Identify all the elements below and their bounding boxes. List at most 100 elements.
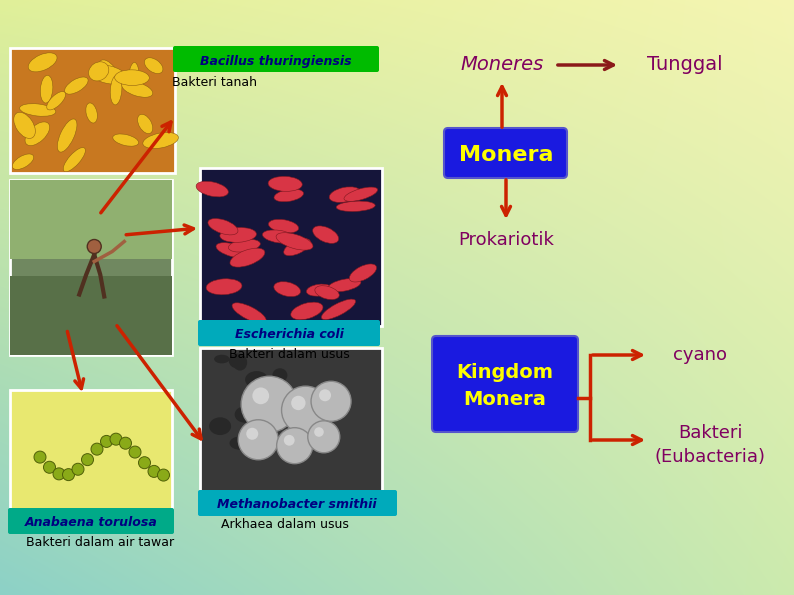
Ellipse shape <box>121 81 152 98</box>
Ellipse shape <box>216 243 250 258</box>
Ellipse shape <box>12 154 33 170</box>
Ellipse shape <box>90 65 126 84</box>
Circle shape <box>34 451 46 463</box>
Ellipse shape <box>229 353 247 368</box>
Ellipse shape <box>220 227 256 242</box>
Ellipse shape <box>20 104 56 116</box>
Circle shape <box>110 433 122 445</box>
Circle shape <box>82 453 94 466</box>
FancyBboxPatch shape <box>173 46 379 72</box>
Bar <box>200 168 382 326</box>
Ellipse shape <box>64 148 86 172</box>
Ellipse shape <box>137 114 152 134</box>
Text: Bakteri dalam usus: Bakteri dalam usus <box>229 349 349 362</box>
Circle shape <box>91 443 103 455</box>
Ellipse shape <box>99 60 118 83</box>
FancyBboxPatch shape <box>198 490 397 516</box>
Circle shape <box>246 428 258 440</box>
Ellipse shape <box>230 248 265 267</box>
Ellipse shape <box>330 187 360 202</box>
Circle shape <box>241 376 297 432</box>
Ellipse shape <box>322 299 356 320</box>
Ellipse shape <box>344 187 378 201</box>
Ellipse shape <box>315 286 339 299</box>
Circle shape <box>252 387 269 404</box>
Ellipse shape <box>113 134 139 146</box>
Ellipse shape <box>86 103 98 123</box>
Bar <box>10 276 172 355</box>
FancyBboxPatch shape <box>444 128 567 178</box>
Ellipse shape <box>349 264 376 282</box>
Text: Bakteri tanah: Bakteri tanah <box>172 76 257 89</box>
Ellipse shape <box>64 77 88 94</box>
Circle shape <box>53 468 65 480</box>
Ellipse shape <box>206 278 242 295</box>
FancyBboxPatch shape <box>8 508 174 534</box>
Text: Bakteri dalam air tawar: Bakteri dalam air tawar <box>26 537 174 550</box>
Ellipse shape <box>89 62 109 81</box>
Circle shape <box>157 469 169 481</box>
Text: Anabaena torulosa: Anabaena torulosa <box>25 516 157 530</box>
Circle shape <box>314 427 324 437</box>
Bar <box>10 390 172 512</box>
Circle shape <box>276 428 313 464</box>
Ellipse shape <box>143 133 179 149</box>
Ellipse shape <box>145 58 163 74</box>
Circle shape <box>87 240 102 253</box>
Text: Prokariotik: Prokariotik <box>458 231 554 249</box>
FancyBboxPatch shape <box>198 320 380 346</box>
Ellipse shape <box>336 201 376 211</box>
Ellipse shape <box>47 92 66 110</box>
Ellipse shape <box>233 355 247 371</box>
Circle shape <box>129 446 141 458</box>
Circle shape <box>148 465 160 477</box>
Ellipse shape <box>110 75 121 105</box>
Text: Tunggal: Tunggal <box>647 55 723 74</box>
Ellipse shape <box>57 119 77 152</box>
Ellipse shape <box>328 278 361 292</box>
Ellipse shape <box>196 181 229 197</box>
Ellipse shape <box>272 368 287 382</box>
Text: Methanobacter smithii: Methanobacter smithii <box>218 499 377 512</box>
Ellipse shape <box>291 302 323 320</box>
Circle shape <box>72 464 84 475</box>
Bar <box>10 180 172 355</box>
Circle shape <box>138 457 151 469</box>
Bar <box>10 180 172 259</box>
Ellipse shape <box>274 189 303 202</box>
Text: Kingdom
Monera: Kingdom Monera <box>457 364 553 409</box>
Circle shape <box>120 437 132 449</box>
Ellipse shape <box>245 371 268 388</box>
Ellipse shape <box>268 220 299 233</box>
Bar <box>10 48 175 173</box>
Ellipse shape <box>208 218 238 235</box>
Ellipse shape <box>25 122 50 146</box>
Text: Bakteri
(Eubacteria): Bakteri (Eubacteria) <box>654 424 765 466</box>
Ellipse shape <box>214 355 229 364</box>
Ellipse shape <box>229 239 260 252</box>
Ellipse shape <box>263 230 295 243</box>
Ellipse shape <box>306 284 332 296</box>
Ellipse shape <box>209 417 231 435</box>
Circle shape <box>311 381 351 421</box>
Text: Arkhaea dalam usus: Arkhaea dalam usus <box>221 518 349 531</box>
Ellipse shape <box>40 76 53 103</box>
Bar <box>200 348 382 496</box>
Circle shape <box>63 469 75 481</box>
Ellipse shape <box>235 406 256 422</box>
Ellipse shape <box>283 239 310 256</box>
Ellipse shape <box>114 70 149 86</box>
Ellipse shape <box>229 436 252 450</box>
Ellipse shape <box>313 226 338 243</box>
Circle shape <box>282 386 330 434</box>
Ellipse shape <box>232 303 266 323</box>
Text: cyano: cyano <box>673 346 727 364</box>
Circle shape <box>238 419 278 460</box>
Circle shape <box>291 396 306 410</box>
FancyBboxPatch shape <box>432 336 578 432</box>
Circle shape <box>101 436 113 447</box>
Text: Bacillus thuringiensis: Bacillus thuringiensis <box>200 55 352 67</box>
Circle shape <box>44 461 56 473</box>
Text: Escherichia coli: Escherichia coli <box>234 328 344 342</box>
Text: Moneres: Moneres <box>461 55 544 74</box>
